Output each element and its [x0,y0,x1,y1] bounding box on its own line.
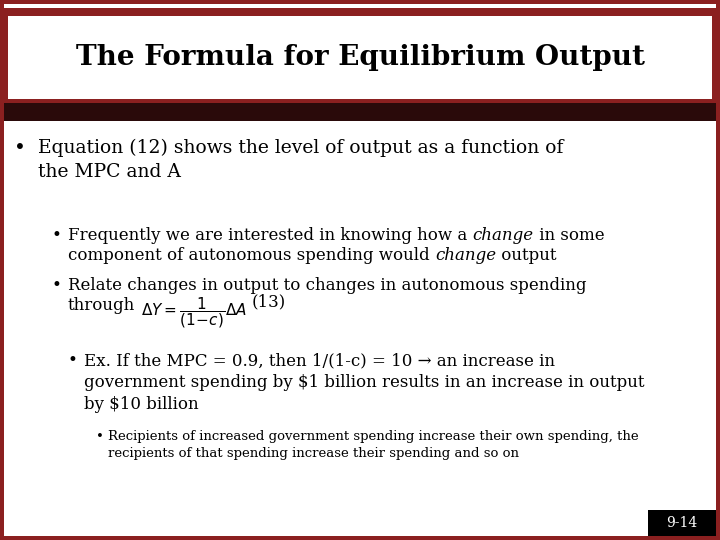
Text: component of autonomous spending would: component of autonomous spending would [68,247,435,264]
Text: in some: in some [534,227,604,244]
Text: •: • [52,277,62,294]
Text: •: • [68,352,78,369]
Text: through: through [68,297,135,314]
Text: 9-14: 9-14 [667,516,698,530]
Text: (13): (13) [251,293,286,310]
FancyBboxPatch shape [4,8,716,103]
Text: Frequently we are interested in knowing how a: Frequently we are interested in knowing … [68,227,472,244]
Text: •: • [14,139,26,158]
Text: through: through [68,297,135,314]
Text: •: • [52,227,62,244]
Text: Recipients of increased government spending increase their own spending, the
rec: Recipients of increased government spend… [108,430,639,460]
Text: change: change [435,247,496,264]
Text: change: change [472,227,534,244]
Text: $\Delta Y = \dfrac{1}{(1\!-\!c)}\Delta A$: $\Delta Y = \dfrac{1}{(1\!-\!c)}\Delta A… [141,295,247,330]
Text: Relate changes in output to changes in autonomous spending: Relate changes in output to changes in a… [68,277,587,294]
Text: Ex. If the MPC = 0.9, then 1/(1-c) = 10 → an increase in
government spending by : Ex. If the MPC = 0.9, then 1/(1-c) = 10 … [84,352,644,414]
Text: •: • [96,430,104,443]
FancyBboxPatch shape [8,16,712,99]
FancyBboxPatch shape [648,510,716,536]
Text: Equation (12) shows the level of output as a function of
the MPC and A: Equation (12) shows the level of output … [38,139,563,181]
Text: output: output [496,247,557,264]
FancyBboxPatch shape [4,103,716,121]
Text: The Formula for Equilibrium Output: The Formula for Equilibrium Output [76,44,644,71]
FancyBboxPatch shape [4,4,716,536]
